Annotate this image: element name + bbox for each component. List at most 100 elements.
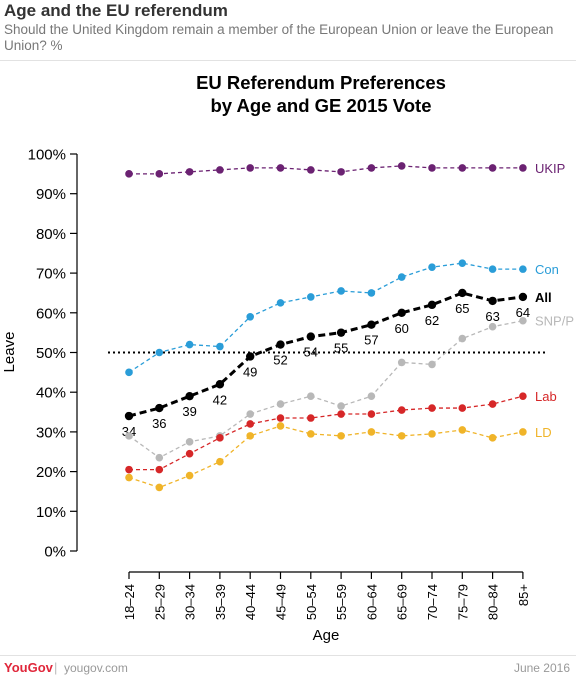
data-label: 57 — [364, 333, 378, 348]
data-point — [185, 438, 194, 446]
data-point — [428, 360, 436, 369]
data-point — [519, 164, 527, 172]
x-axis-label: Age — [313, 627, 340, 644]
legend-label: LD — [535, 425, 552, 440]
data-label: 55 — [334, 341, 348, 356]
data-point — [337, 402, 345, 410]
data-point — [488, 164, 497, 172]
series-con: Con — [125, 259, 559, 377]
y-tick-label: 0% — [44, 544, 66, 561]
x-axis: 18–24 25–29 30–34 35–39 40–44 45–49 50–54 55–59… — [122, 571, 531, 620]
data-point — [125, 465, 133, 474]
data-point — [307, 414, 315, 422]
data-label: 52 — [273, 353, 287, 368]
header-divider — [0, 60, 576, 61]
data-point — [428, 430, 436, 438]
data-point — [155, 453, 164, 462]
series-line — [128, 320, 524, 459]
x-tick-label: 30–34 — [183, 584, 198, 620]
series-line — [128, 262, 523, 373]
data-point — [458, 404, 467, 412]
data-point — [155, 403, 164, 413]
data-point — [458, 334, 467, 343]
data-point — [367, 392, 376, 400]
legend-label: SNP/P — [535, 314, 574, 329]
data-point — [216, 434, 224, 442]
data-point — [458, 259, 467, 267]
data-point — [307, 166, 315, 174]
data-point — [125, 170, 133, 178]
data-point — [185, 168, 194, 176]
data-point — [428, 404, 436, 412]
x-tick-label: 40–44 — [243, 584, 258, 620]
data-point — [276, 164, 285, 172]
footer-date: June 2016 — [513, 661, 570, 675]
data-point — [276, 414, 285, 422]
y-axis: 0% 10% 20% 30% 40% 50% 60% 70% 80% 90% 100% — [28, 147, 78, 561]
data-point — [246, 420, 254, 428]
y-tick-label: 90% — [36, 186, 66, 203]
chart-subtitle: by Age and GE 2015 Vote — [210, 95, 431, 116]
data-point — [427, 300, 437, 310]
x-tick-label: 18–24 — [122, 584, 137, 620]
data-point — [367, 428, 376, 436]
data-point — [125, 473, 133, 482]
x-tick-label: 85+ — [516, 584, 531, 606]
series-line — [128, 291, 524, 418]
data-point — [458, 288, 467, 298]
data-point — [458, 426, 467, 434]
yougov-logo[interactable]: YouGov — [4, 660, 53, 675]
data-label: 60 — [394, 321, 408, 336]
y-axis-label: Leave — [1, 332, 18, 373]
data-point — [397, 432, 406, 440]
data-label: 49 — [243, 364, 257, 379]
data-point — [428, 263, 436, 271]
y-tick-label: 60% — [36, 305, 66, 322]
legend-label: All — [535, 290, 552, 305]
y-tick-label: 70% — [36, 266, 66, 283]
data-point — [307, 293, 315, 301]
series-ld: LD — [125, 422, 552, 492]
data-point — [246, 164, 254, 172]
site-link[interactable]: yougov.com — [64, 661, 128, 675]
data-label: 64 — [516, 305, 530, 320]
data-point — [519, 428, 527, 436]
data-point — [397, 273, 406, 281]
data-point — [336, 328, 346, 337]
data-point — [246, 432, 254, 440]
data-point — [155, 348, 164, 357]
data-label: 54 — [304, 345, 318, 360]
data-point — [246, 410, 254, 418]
data-point — [215, 380, 225, 389]
data-point — [125, 368, 133, 377]
data-point — [488, 296, 497, 306]
y-tick-label: 50% — [36, 345, 66, 362]
x-tick-label: 45–49 — [274, 584, 289, 620]
series-lab: Lab — [125, 389, 557, 474]
data-point — [307, 430, 315, 438]
series-line — [129, 395, 524, 471]
header: Age and the EU referendum Should the Uni… — [4, 0, 572, 54]
data-point — [216, 457, 224, 466]
data-point — [337, 287, 345, 295]
data-point — [306, 332, 315, 341]
data-label: 62 — [425, 313, 439, 328]
series-line — [129, 165, 523, 175]
line-chart: EU Referendum Preferences by Age and GE … — [1, 72, 574, 644]
legend-label: UKIP — [535, 161, 565, 176]
data-point — [276, 400, 285, 408]
data-point — [367, 289, 376, 297]
data-point — [488, 434, 497, 442]
data-point — [367, 320, 376, 329]
page-subtitle: Should the United Kingdom remain a membe… — [4, 22, 554, 53]
data-point — [519, 265, 527, 273]
data-point — [367, 164, 376, 172]
data-point — [488, 400, 497, 408]
data-point — [216, 342, 224, 351]
data-label: 42 — [213, 392, 227, 407]
data-point — [216, 166, 224, 174]
data-point — [367, 410, 376, 418]
data-point — [276, 422, 285, 430]
